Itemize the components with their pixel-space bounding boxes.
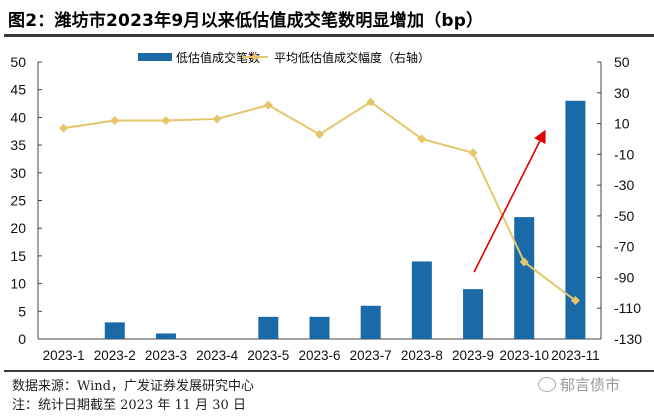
right-axis-tick-label: 30 [614, 85, 630, 101]
line-point [110, 115, 120, 125]
left-axis-tick-label: 50 [10, 54, 26, 70]
watermark-text: 郁言债市 [560, 376, 621, 394]
x-tick-label: 2023-8 [401, 348, 443, 363]
axes: 0 5 10 15 20 25 30 35 40 45 50 -130 -110 -90 -70 -50 -30… [10, 54, 642, 347]
title-rule [4, 34, 654, 37]
legend-line-label: 平均低估值成交幅度（右轴） [274, 50, 430, 65]
right-axis-tick-label: -90 [614, 269, 634, 285]
left-axis-tick-label: 20 [10, 220, 26, 236]
line-point [263, 100, 273, 110]
chart-title: 图2：潍坊市2023年9月以来低估值成交笔数明显增加（bp） [8, 11, 484, 31]
line-point [417, 134, 427, 144]
line-series [59, 97, 580, 306]
left-axis-tick-label: 40 [10, 109, 26, 125]
wechat-icon [538, 377, 556, 392]
x-tick-labels: 2023-1 2023-2 2023-3 2023-4 2023-5 2023-6 2023… [43, 348, 600, 363]
bar [463, 289, 484, 339]
line-point [161, 115, 171, 125]
bar [309, 316, 330, 339]
right-axis-tick-label: 50 [614, 54, 630, 70]
bar [258, 316, 279, 339]
x-tick-label: 2023-7 [350, 348, 392, 363]
left-axis-tick-label: 35 [10, 137, 26, 153]
footer-rule [4, 370, 654, 372]
legend-line-marker [251, 53, 259, 61]
left-axis-tick-label: 25 [10, 193, 26, 209]
x-tick-label: 2023-3 [145, 348, 187, 363]
left-axis-tick-label: 30 [10, 165, 26, 181]
trend-arrow [473, 129, 546, 273]
legend: 低估值成交笔数 平均低估值成交幅度（右轴） [138, 50, 430, 65]
right-axis-tick-label: -30 [614, 177, 634, 193]
right-axis-tick-label: -110 [614, 300, 641, 316]
x-tick-label: 2023-9 [452, 348, 494, 363]
x-tick-label: 2023-4 [196, 348, 239, 363]
x-tick-label: 2023-1 [43, 348, 85, 363]
line-point [468, 148, 478, 158]
right-axis-tick-label: -10 [614, 146, 634, 162]
right-axis-tick-label: -130 [614, 331, 642, 347]
bar [514, 217, 535, 339]
watermark: 郁言债市 [538, 374, 620, 395]
bar [155, 333, 176, 339]
left-axis-tick-label: 5 [18, 303, 26, 319]
left-axis-tick-label: 45 [10, 82, 26, 98]
bar-series [104, 100, 586, 339]
x-tick-label: 2023-11 [551, 348, 600, 363]
source-note: 数据来源：Wind，广发证券发展研究中心 [12, 379, 254, 394]
legend-bar-swatch [138, 53, 172, 61]
date-note: 注：统计日期截至 2023 年 11 月 30 日 [12, 398, 246, 413]
right-axis-tick-label: 10 [614, 116, 630, 132]
right-axis-tick-label: -50 [614, 208, 634, 224]
bar [360, 305, 381, 339]
line-point [212, 114, 222, 124]
line-point [570, 296, 580, 306]
bar [104, 322, 125, 339]
left-axis-tick-label: 15 [10, 248, 26, 264]
legend-bar-label: 低估值成交笔数 [176, 50, 260, 65]
x-tick-label: 2023-6 [298, 348, 340, 363]
x-tick-label: 2023-5 [247, 348, 289, 363]
left-axis-tick-label: 10 [10, 276, 26, 292]
line-point [366, 97, 376, 107]
line-point [59, 123, 69, 133]
chart: 低估值成交笔数 平均低估值成交幅度（右轴） 0 5 10 15 20 25 30 35 40 45… [10, 50, 642, 363]
x-tick-label: 2023-10 [499, 348, 549, 363]
line-point [315, 129, 324, 139]
line-point [519, 257, 529, 267]
bar [565, 100, 586, 339]
x-tick-label: 2023-2 [94, 348, 136, 363]
left-axis-tick-label: 0 [18, 331, 26, 347]
bar [411, 261, 432, 339]
right-axis-tick-label: -70 [614, 239, 634, 255]
